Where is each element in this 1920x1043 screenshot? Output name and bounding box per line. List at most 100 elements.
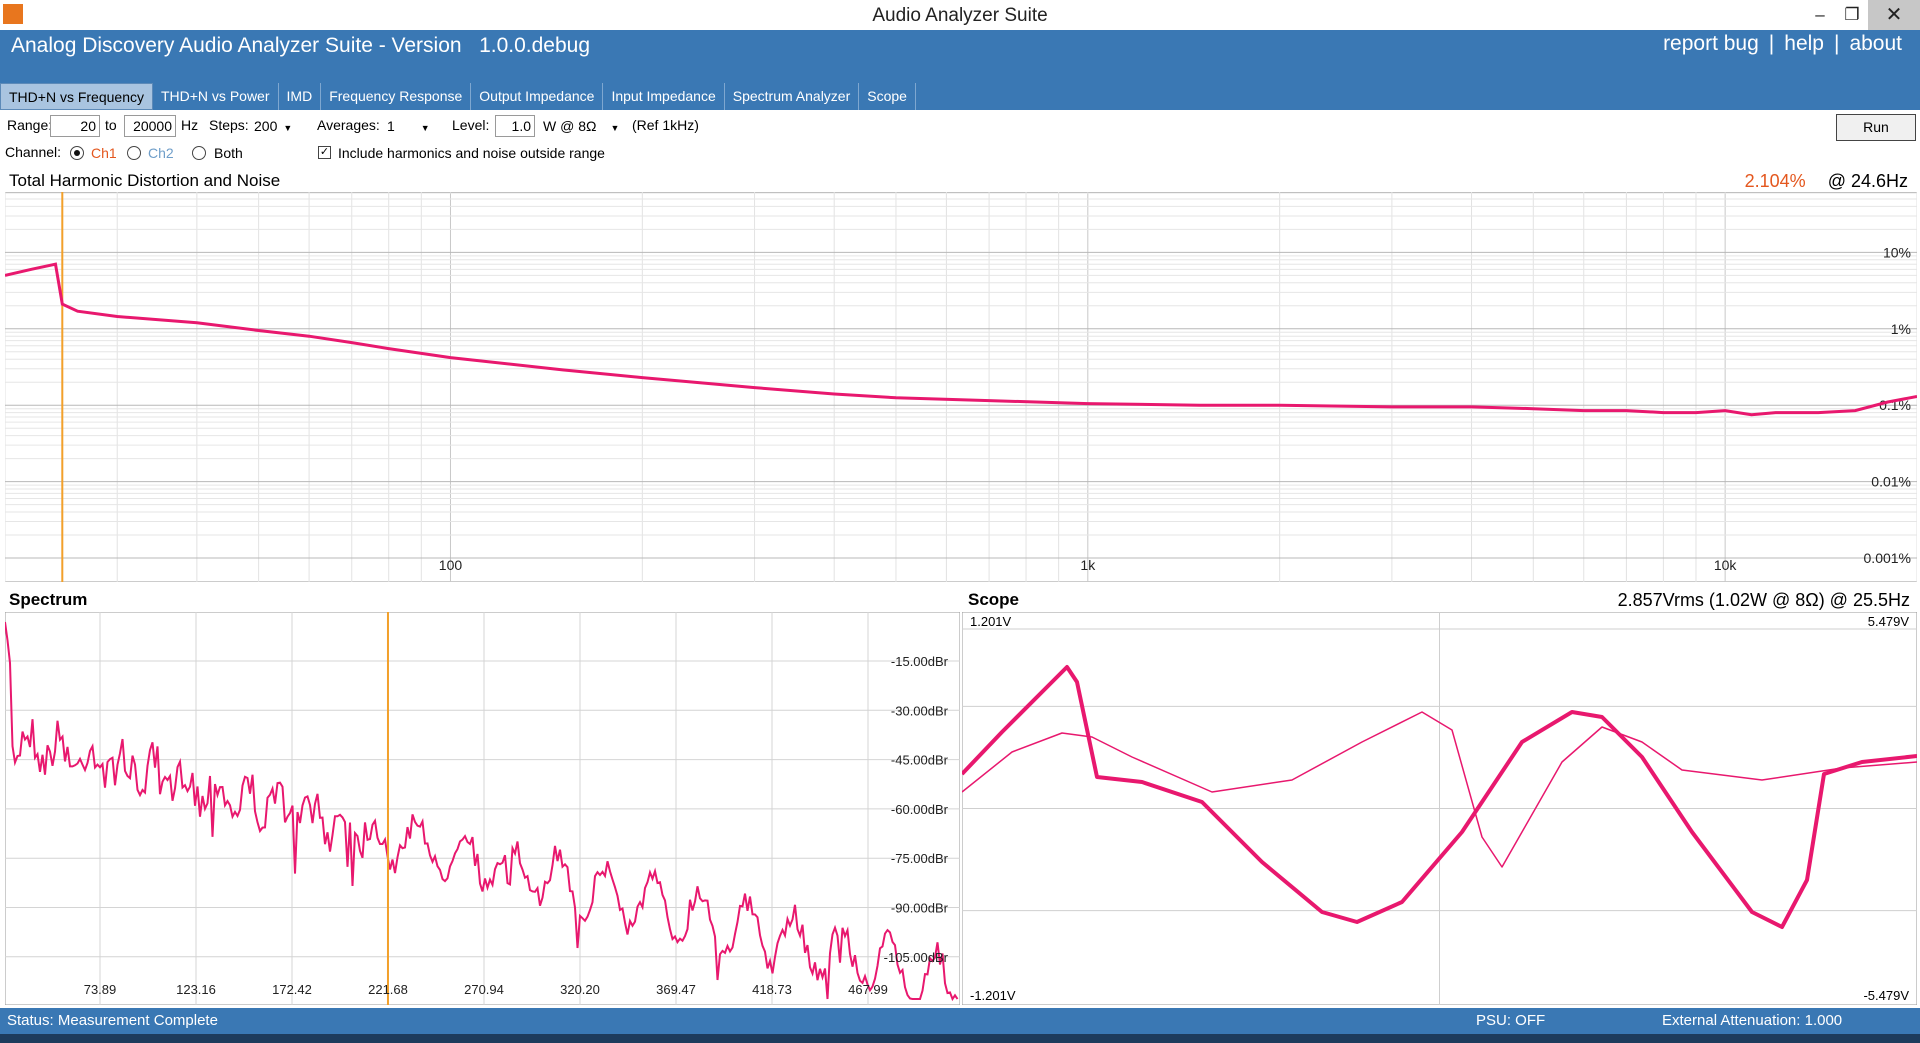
range-label: Range: (7, 117, 53, 133)
thd-chart-title: Total Harmonic Distortion and Noise (9, 171, 281, 190)
spectrum-x-tick-label: 270.94 (464, 982, 504, 997)
tab-spectrum-analyzer[interactable]: Spectrum Analyzer (725, 83, 860, 110)
averages-select[interactable]: 1 ▼ (387, 115, 437, 137)
window-title: Audio Analyzer Suite (872, 5, 1048, 26)
scope-right-bottom-label: -5.479V (1863, 988, 1909, 1003)
both-label: Both (214, 145, 243, 161)
scope-right-top-label: 5.479V (1868, 614, 1910, 629)
thd-readout: 2.104% @ 24.6Hz (1745, 171, 1908, 192)
minimize-button[interactable]: – (1815, 5, 1825, 24)
scope-ch2-trace (962, 711, 1917, 868)
ch1-radio[interactable] (70, 146, 84, 160)
checkmark-icon: ✓ (319, 146, 330, 158)
hz-label: Hz (181, 117, 199, 133)
ch1-label: Ch1 (91, 145, 117, 161)
ref-label: (Ref 1kHz) (632, 117, 699, 133)
include-harmonics-label: Include harmonics and noise outside rang… (338, 145, 605, 161)
thd-y-tick-label: 10% (1883, 244, 1911, 260)
level-input[interactable]: 1.0 (495, 115, 535, 137)
thd-readout-frequency: @ 24.6Hz (1827, 171, 1908, 191)
scope-ch1-trace (962, 665, 1917, 929)
steps-select[interactable]: 200 ▼ (254, 115, 304, 137)
chevron-down-icon: ▼ (610, 123, 620, 133)
spectrum-chart[interactable]: 73.89 123.16 172.42 221.68 270.94 320.20 369.4… (5, 612, 960, 1005)
link-separator: | (1768, 32, 1775, 55)
status-text: Status: Measurement Complete (7, 1012, 218, 1029)
spectrum-x-tick-label: 221.68 (368, 982, 408, 997)
header-links: report bug | help | about (1663, 32, 1902, 56)
link-separator: | (1833, 32, 1840, 55)
spectrum-y-tick-label: -105.00dBr (884, 950, 949, 965)
ch2-label: Ch2 (148, 145, 174, 161)
thd-y-tick-label: 1% (1891, 321, 1911, 337)
spectrum-y-tick-label: -15.00dBr (891, 654, 949, 669)
tab-input-impedance[interactable]: Input Impedance (603, 83, 725, 110)
external-attenuation: External Attenuation: 1.000 (1662, 1012, 1843, 1029)
help-link[interactable]: help (1784, 32, 1824, 55)
spectrum-axis-labels: 73.89 123.16 172.42 221.68 270.94 320.20 369.4… (84, 654, 949, 997)
app-title: Analog Discovery Audio Analyzer Suite - … (11, 34, 591, 57)
ch2-radio[interactable] (127, 146, 141, 160)
channel-label: Channel: (5, 144, 62, 160)
tab-thd-vs-frequency[interactable]: THD+N vs Frequency (0, 83, 153, 110)
spectrum-x-tick-label: 418.73 (752, 982, 792, 997)
about-link[interactable]: about (1849, 32, 1902, 55)
tab-imd[interactable]: IMD (279, 83, 322, 110)
averages-label: Averages: (317, 117, 380, 133)
thd-grid (5, 192, 1917, 582)
spectrum-y-tick-label: -90.00dBr (891, 901, 949, 916)
level-unit-value: W @ 8Ω (543, 118, 597, 134)
scope-readout: 2.857Vrms (1.02W @ 8Ω) @ 25.5Hz (1617, 590, 1910, 610)
report-bug-link[interactable]: report bug (1663, 32, 1759, 55)
averages-value: 1 (387, 118, 395, 134)
tab-scope[interactable]: Scope (859, 83, 916, 110)
os-taskbar (0, 1034, 1920, 1043)
thd-y-tick-label: 0.001% (1864, 550, 1911, 566)
spectrum-y-tick-label: -60.00dBr (891, 802, 949, 817)
scope-title: Scope (968, 590, 1020, 609)
steps-value: 200 (254, 118, 278, 134)
scope-left-top-label: 1.201V (970, 614, 1012, 629)
window-titlebar: Audio Analyzer Suite – ❐ ✕ (0, 0, 1920, 30)
tab-bar: THD+N vs Frequency THD+N vs Power IMD Fr… (0, 83, 916, 110)
spectrum-x-tick-label: 467.99 (848, 982, 888, 997)
spectrum-y-tick-label: -75.00dBr (891, 851, 949, 866)
control-panel: Range: 20 to 20000 Hz Steps: 200 ▼ Averag… (0, 110, 1920, 173)
thd-plot-area (5, 192, 1917, 582)
thd-y-tick-label: 0.01% (1871, 474, 1911, 490)
psu-status: PSU: OFF (1476, 1012, 1546, 1029)
spectrum-x-tick-label: 369.47 (656, 982, 696, 997)
steps-label: Steps: (209, 117, 249, 133)
spectrum-title: Spectrum (9, 590, 88, 609)
run-button[interactable]: Run (1836, 114, 1916, 141)
spectrum-y-tick-label: -30.00dBr (891, 703, 949, 718)
spectrum-x-tick-label: 73.89 (84, 982, 117, 997)
status-bar: Status: Measurement Complete PSU: OFF Ex… (0, 1008, 1920, 1034)
tab-output-impedance[interactable]: Output Impedance (471, 83, 604, 110)
include-harmonics-checkbox[interactable]: ✓ (318, 146, 331, 159)
spectrum-x-tick-label: 123.16 (176, 982, 216, 997)
tab-thd-vs-power[interactable]: THD+N vs Power (153, 83, 279, 110)
range-to-input[interactable]: 20000 (124, 115, 176, 137)
maximize-button[interactable]: ❐ (1844, 5, 1860, 24)
spectrum-x-tick-label: 320.20 (560, 982, 600, 997)
close-button[interactable]: ✕ (1868, 0, 1920, 30)
thd-chart[interactable]: 1001k10k100%10%1%0.1%0.01%0.001% (5, 192, 1917, 582)
app-header: Analog Discovery Audio Analyzer Suite - … (0, 30, 1920, 110)
thd-header: Total Harmonic Distortion and Noise 2.10… (0, 171, 1920, 193)
window-controls: – ❐ ✕ (1804, 0, 1920, 30)
spectrum-series-line (5, 621, 959, 1002)
both-radio[interactable] (192, 146, 206, 160)
level-unit-select[interactable]: W @ 8Ω ▼ (543, 115, 628, 137)
thd-x-tick-label: 1k (1080, 557, 1096, 573)
thd-axis-labels: 1001k10k100%10%1%0.1%0.01%0.001% (439, 244, 1911, 573)
range-from-input[interactable]: 20 (50, 115, 100, 137)
scope-chart[interactable]: 1.201V -1.201V 5.479V -5.479V (962, 612, 1917, 1005)
level-label: Level: (452, 117, 490, 133)
tab-frequency-response[interactable]: Frequency Response (321, 83, 472, 110)
app-icon (3, 4, 23, 24)
scope-left-bottom-label: -1.201V (970, 988, 1016, 1003)
thd-x-tick-label: 100 (439, 557, 463, 573)
thd-series-line (5, 262, 1917, 417)
chevron-down-icon: ▼ (420, 123, 430, 133)
